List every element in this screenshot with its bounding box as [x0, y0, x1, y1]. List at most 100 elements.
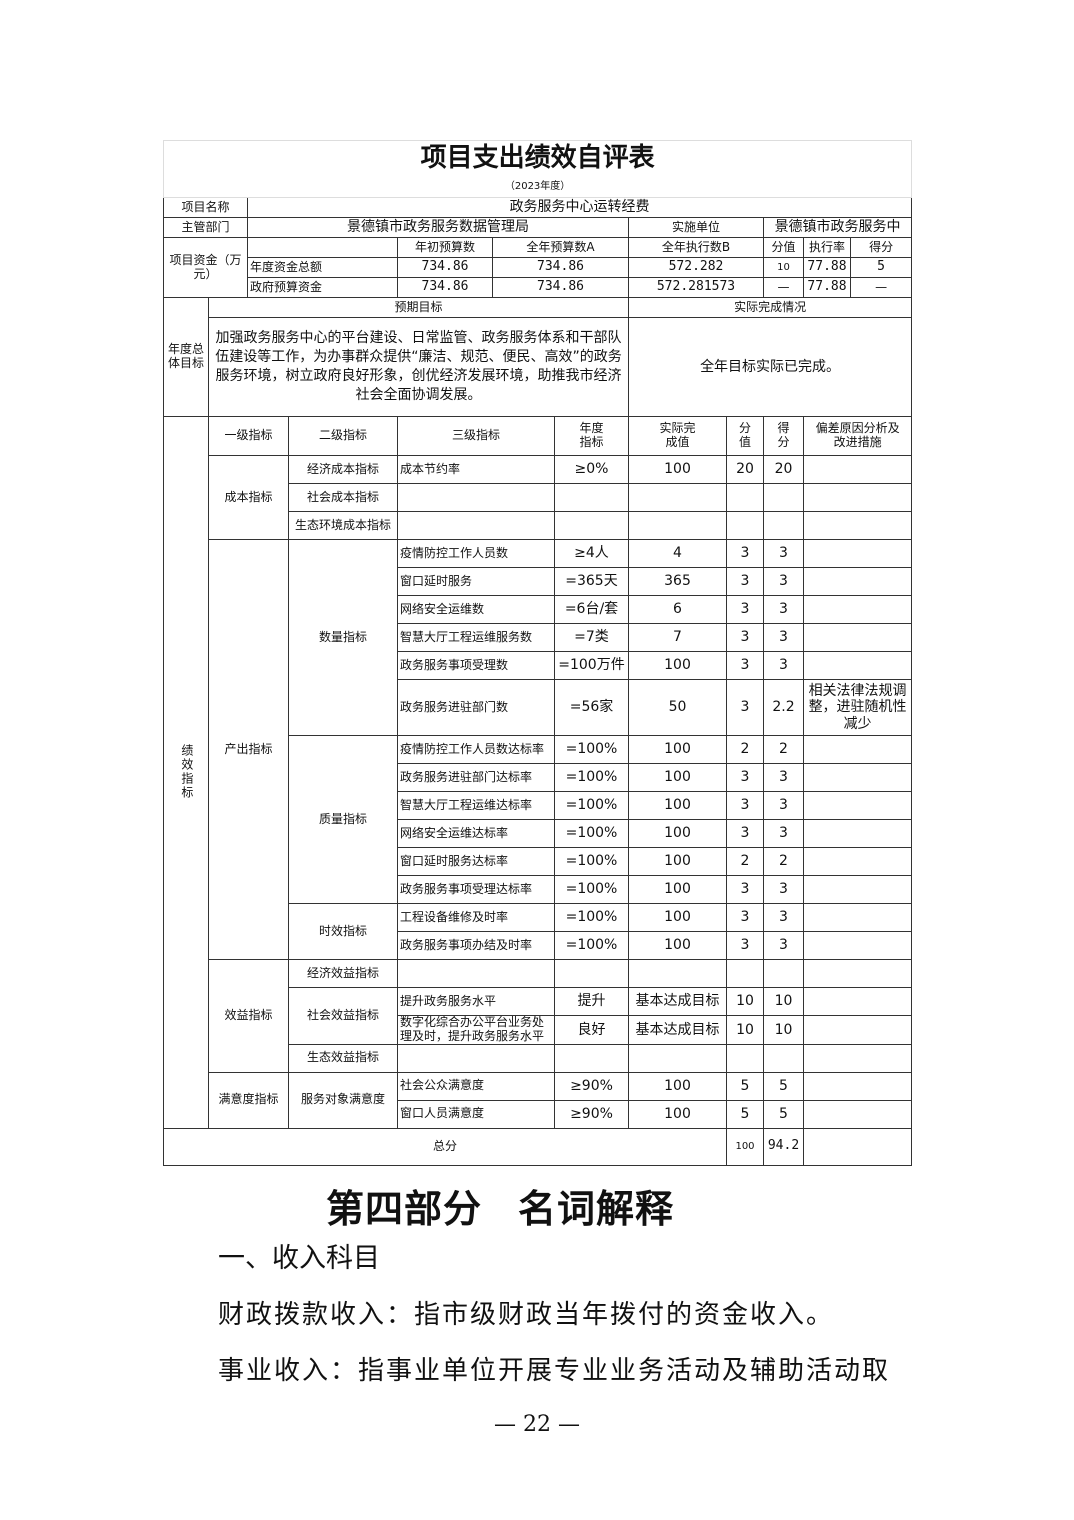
score-value: 10 — [726, 1015, 764, 1045]
dept-label: 主管部门 — [163, 217, 248, 238]
level3-indicator: 窗口人员满意度 — [397, 1099, 555, 1129]
annual-target: ≥90% — [554, 1099, 629, 1129]
annual-target: =100% — [554, 903, 629, 932]
goal-expected-label: 预期目标 — [208, 297, 629, 318]
score-value: 3 — [726, 623, 764, 652]
indicator-row: 社会效益指标 提升政务服务水平 提升 基本达成目标 10 10 — [164, 987, 913, 1045]
score-value: 2 — [726, 847, 764, 876]
fund-header: 全年预算数A — [492, 237, 629, 258]
deviation-note — [802, 847, 913, 876]
level3-indicator: 智慧大厅工程运维达标率 — [397, 791, 555, 820]
actual-value: 100 — [628, 819, 727, 848]
level3-indicator: 网络安全运维达标率 — [397, 819, 555, 848]
score-value: 3 — [726, 679, 764, 736]
deviation-note — [802, 595, 913, 624]
score-value: 3 — [726, 567, 764, 596]
score-value: 5 — [726, 1099, 764, 1129]
deviation-note — [802, 931, 913, 960]
project-name: 政务服务中心运转经费 — [246, 197, 913, 218]
annual-target: 良好 — [554, 1015, 629, 1045]
score-got: 3 — [763, 623, 804, 652]
score-got: 10 — [763, 987, 804, 1016]
deviation-note — [802, 791, 913, 820]
actual-value: 7 — [628, 623, 727, 652]
impl-label: 实施单位 — [628, 217, 764, 238]
score-value: 3 — [726, 875, 764, 904]
annual-target: =100% — [554, 763, 629, 792]
fund-header: 得分 — [849, 237, 913, 258]
score-value — [726, 959, 764, 988]
annual-target: 提升 — [554, 987, 629, 1016]
annual-target: =7类 — [554, 623, 629, 652]
score-got: 5 — [763, 1071, 804, 1101]
actual-value: 100 — [628, 1071, 727, 1101]
score-got: 20 — [763, 455, 804, 484]
level3-indicator: 窗口延时服务 — [397, 567, 555, 596]
annual-target: =6台/套 — [554, 595, 629, 624]
level3-indicator: 政务服务事项受理达标率 — [397, 875, 555, 904]
score-got — [763, 511, 804, 540]
level3-indicator: 疫情防控工作人员数达标率 — [397, 735, 555, 764]
score-got: 3 — [763, 875, 804, 904]
indicator-row: 满意度指标 服务对象满意度 社会公众满意度 ≥90% 100 5 5 — [164, 1071, 913, 1129]
level3-indicator: 提升政务服务水平 — [397, 987, 555, 1016]
total-label: 总分 — [163, 1127, 727, 1166]
indicator-row: 政务服务事项受理数 =100万件 100 3 3 — [164, 651, 913, 680]
score-got: 10 — [763, 1015, 804, 1045]
fund-row: 政府预算资金 734.86 734.86 572.281573—77.88— — [164, 277, 913, 298]
annual-target: ≥90% — [554, 1071, 629, 1101]
perf-label: 绩效指标 — [163, 416, 209, 1129]
fund-header: 年初预算数 — [397, 237, 493, 258]
score-value: 3 — [726, 763, 764, 792]
score-got — [763, 483, 804, 512]
actual-value — [628, 483, 727, 512]
level2-indicator: 经济成本指标 — [288, 455, 398, 484]
actual-value: 6 — [628, 595, 727, 624]
deviation-note — [802, 483, 913, 512]
level3-indicator — [397, 959, 555, 988]
level3-indicator: 政务服务事项受理数 — [397, 651, 555, 680]
fund-header: 分值 — [763, 237, 804, 258]
ind-header: 实际完成值 — [628, 416, 727, 456]
level3-indicator — [397, 511, 555, 540]
annual-target: =100% — [554, 875, 629, 904]
annual-target: ≥0% — [554, 455, 629, 484]
actual-value: 基本达成目标 — [628, 1015, 727, 1045]
annual-target — [554, 511, 629, 540]
level3-indicator — [397, 483, 555, 512]
deviation-note — [802, 763, 913, 792]
table-year: （2023年度） — [162, 177, 913, 198]
score-got: 3 — [763, 651, 804, 680]
deviation-note — [802, 735, 913, 764]
actual-value: 4 — [628, 539, 727, 568]
indicator-row: 政务服务进驻部门达标率 =100% 100 3 3 — [164, 763, 913, 792]
score-got: 3 — [763, 819, 804, 848]
score-value: 3 — [726, 903, 764, 932]
annual-target — [554, 959, 629, 988]
deviation-note — [802, 623, 913, 652]
annual-target — [554, 1043, 629, 1073]
actual-value: 100 — [628, 847, 727, 876]
level3-indicator: 工程设备维修及时率 — [397, 903, 555, 932]
level1-indicator: 成本指标 — [208, 455, 289, 540]
score-got: 3 — [763, 763, 804, 792]
score-got: 3 — [763, 539, 804, 568]
score-value: 20 — [726, 455, 764, 484]
level2-indicator: 时效指标 — [288, 903, 398, 960]
actual-value — [628, 959, 727, 988]
actual-value: 50 — [628, 679, 727, 736]
level2-indicator: 服务对象满意度 — [288, 1071, 398, 1129]
dept: 景德镇市政务服务数据管理局 — [247, 217, 629, 238]
goal-expected: 加强政务服务中心的平台建设、日常监管、政务服务体系和干部队伍建设等工作，为办事群… — [208, 317, 629, 417]
deviation-note — [802, 1043, 913, 1073]
annual-target: =100% — [554, 791, 629, 820]
annual-target: =100万件 — [554, 651, 629, 680]
indicator-row: 窗口延时服务 =365天 365 3 3 — [164, 567, 913, 596]
actual-value: 100 — [628, 735, 727, 764]
deviation-note: 相关法律法规调整，进驻随机性减少 — [802, 679, 913, 736]
score-got: 5 — [763, 1099, 804, 1129]
indicator-row: 窗口人员满意度 ≥90% 100 5 5 — [164, 1099, 913, 1129]
annual-target: =100% — [554, 931, 629, 960]
level1-indicator: 产出指标 — [208, 539, 289, 960]
ind-header: 年度指标 — [554, 416, 629, 456]
